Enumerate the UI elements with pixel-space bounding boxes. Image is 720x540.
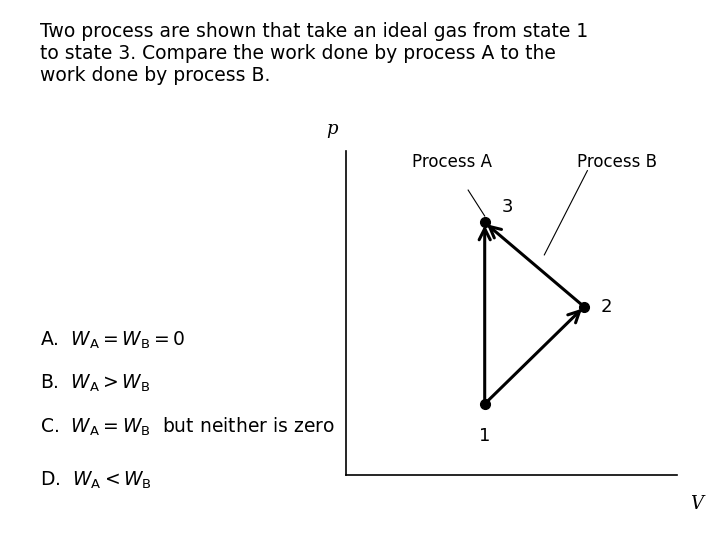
Text: 1: 1 (479, 427, 490, 444)
Text: Process A: Process A (412, 153, 492, 171)
Text: B.  $\mathit{W}_\mathsf{A} > \mathit{W}_\mathsf{B}$: B. $\mathit{W}_\mathsf{A} > \mathit{W}_\… (40, 373, 150, 394)
Text: Process B: Process B (577, 153, 657, 171)
Text: C.  $\mathit{W}_\mathsf{A} = \mathit{W}_\mathsf{B}$  but neither is zero: C. $\mathit{W}_\mathsf{A} = \mathit{W}_\… (40, 416, 334, 438)
Text: 2: 2 (600, 298, 612, 316)
Text: V: V (690, 495, 703, 512)
Text: p: p (327, 120, 338, 138)
Text: D.  $\mathit{W}_\mathsf{A} < \mathit{W}_\mathsf{B}$: D. $\mathit{W}_\mathsf{A} < \mathit{W}_\… (40, 470, 151, 491)
Text: 3: 3 (501, 198, 513, 216)
Text: Two process are shown that take an ideal gas from state 1
to state 3. Compare th: Two process are shown that take an ideal… (40, 22, 588, 85)
Text: A.  $\mathit{W}_\mathsf{A} = \mathit{W}_\mathsf{B} = 0$: A. $\mathit{W}_\mathsf{A} = \mathit{W}_\… (40, 329, 185, 350)
